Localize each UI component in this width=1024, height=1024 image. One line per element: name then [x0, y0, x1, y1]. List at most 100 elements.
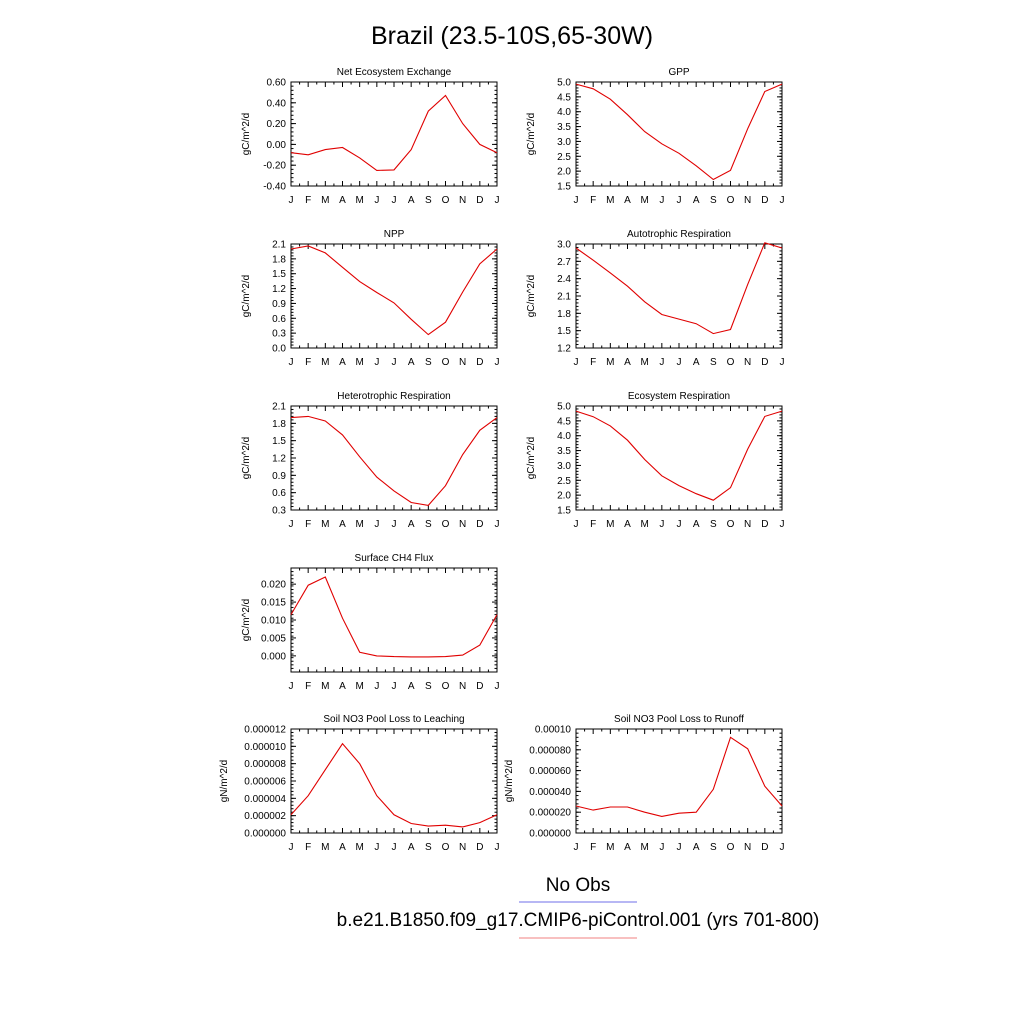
x-tick-label: J	[677, 842, 682, 853]
y-tick-label: 0.3	[272, 506, 286, 517]
series-line	[575, 736, 783, 817]
x-tick-label: O	[727, 519, 735, 530]
x-tick-label: J	[677, 519, 682, 530]
x-tick-label: M	[355, 195, 363, 206]
y-axis-label: gN/m^2/d	[504, 760, 515, 803]
y-tick-label: 1.2	[272, 284, 286, 295]
x-tick-label: M	[321, 681, 329, 692]
x-tick-label: J	[392, 842, 397, 853]
y-tick-label: 3.0	[557, 137, 571, 148]
y-tick-label: 3.0	[557, 461, 571, 472]
y-tick-label: 0.000008	[244, 759, 286, 770]
y-tick-label: 2.5	[557, 476, 571, 487]
x-tick-label: M	[321, 519, 329, 530]
x-tick-label: O	[442, 357, 450, 368]
series-line	[290, 742, 498, 828]
x-tick-label: J	[574, 519, 579, 530]
y-axis-label: gC/m^2/d	[526, 437, 537, 480]
x-tick-label: D	[476, 681, 483, 692]
x-tick-label: A	[624, 195, 631, 206]
y-tick-label: 0.000080	[529, 745, 571, 756]
x-tick-label: J	[659, 519, 664, 530]
y-axis-label: gC/m^2/d	[241, 113, 252, 156]
y-tick-label: 5.0	[557, 78, 571, 89]
x-tick-label: D	[476, 195, 483, 206]
y-axis-label: gC/m^2/d	[526, 113, 537, 156]
x-tick-label: J	[392, 195, 397, 206]
x-tick-label: D	[476, 519, 483, 530]
series-line	[575, 242, 783, 335]
x-tick-label: A	[624, 519, 631, 530]
x-tick-label: A	[693, 195, 700, 206]
x-tick-label: J	[574, 842, 579, 853]
x-tick-label: D	[761, 842, 768, 853]
x-tick-label: J	[374, 195, 379, 206]
y-tick-label: 0.000000	[244, 829, 286, 840]
x-tick-label: A	[624, 357, 631, 368]
y-tick-label: 1.5	[557, 182, 571, 193]
x-tick-label: J	[677, 357, 682, 368]
y-tick-label: 0.000004	[244, 794, 286, 805]
y-tick-label: 1.8	[557, 309, 571, 320]
y-tick-label: 0.000	[261, 651, 286, 662]
x-tick-label: F	[590, 357, 596, 368]
x-tick-label: F	[590, 519, 596, 530]
y-tick-label: 1.5	[272, 269, 286, 280]
x-tick-label: J	[289, 519, 294, 530]
x-tick-label: O	[727, 357, 735, 368]
y-tick-label: 3.5	[557, 122, 571, 133]
y-tick-label: 5.0	[557, 402, 571, 413]
plot-frame	[575, 405, 783, 511]
x-tick-label: A	[408, 195, 415, 206]
series-line	[575, 410, 783, 501]
x-tick-label: A	[693, 842, 700, 853]
x-tick-label: D	[761, 519, 768, 530]
x-tick-label: M	[606, 195, 614, 206]
x-tick-label: J	[374, 842, 379, 853]
panel-title: NPP	[384, 229, 405, 240]
y-axis-label: gC/m^2/d	[241, 599, 252, 642]
y-tick-label: 2.1	[557, 292, 571, 303]
x-tick-label: J	[574, 357, 579, 368]
x-tick-label: S	[425, 357, 432, 368]
y-tick-label: -0.20	[263, 161, 286, 172]
y-tick-label: 0.000000	[529, 829, 571, 840]
x-tick-label: J	[392, 357, 397, 368]
x-tick-label: J	[289, 195, 294, 206]
x-tick-label: J	[780, 519, 785, 530]
y-tick-label: 2.1	[272, 402, 286, 413]
x-tick-label: S	[425, 681, 432, 692]
y-tick-label: 1.5	[557, 326, 571, 337]
y-tick-label: 0.6	[272, 488, 286, 499]
x-tick-label: S	[710, 519, 717, 530]
y-tick-label: 0.000060	[529, 766, 571, 777]
y-axis-label: gC/m^2/d	[241, 275, 252, 318]
x-tick-label: D	[761, 357, 768, 368]
y-tick-label: 2.0	[557, 491, 571, 502]
y-tick-label: 0.00	[267, 140, 287, 151]
y-tick-label: 4.5	[557, 92, 571, 103]
x-tick-label: N	[744, 357, 751, 368]
x-tick-label: M	[640, 519, 648, 530]
x-tick-label: A	[408, 681, 415, 692]
figure-title: Brazil (23.5-10S,65-30W)	[371, 22, 653, 50]
x-tick-label: M	[355, 357, 363, 368]
x-tick-label: J	[289, 842, 294, 853]
legend-label-model: b.e21.B1850.f09_g17.CMIP6-piControl.001 …	[337, 910, 820, 931]
x-tick-label: N	[744, 842, 751, 853]
y-axis-label: gC/m^2/d	[241, 437, 252, 480]
x-tick-label: F	[590, 842, 596, 853]
y-tick-label: 4.0	[557, 431, 571, 442]
y-tick-label: 2.0	[557, 167, 571, 178]
x-tick-label: J	[780, 195, 785, 206]
y-axis-label: gC/m^2/d	[526, 275, 537, 318]
panel-title: Soil NO3 Pool Loss to Leaching	[323, 714, 464, 725]
x-tick-label: N	[459, 519, 466, 530]
